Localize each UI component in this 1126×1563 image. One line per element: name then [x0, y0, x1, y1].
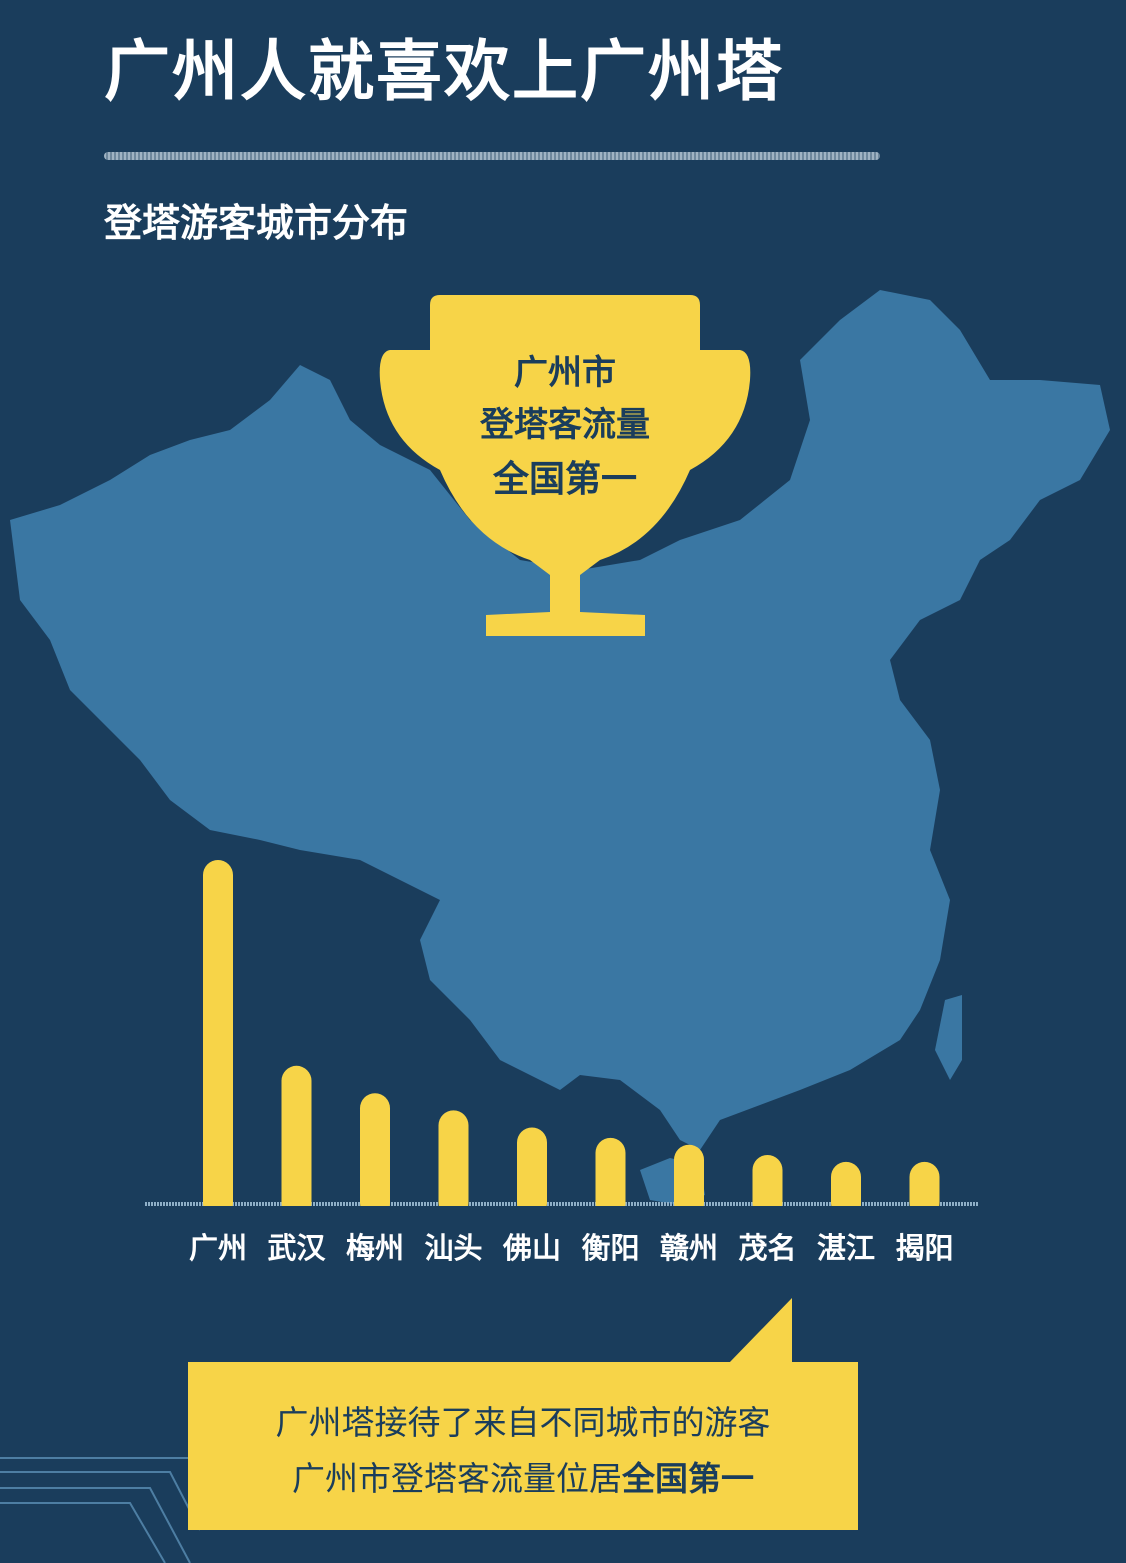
trophy-line-1: 广州市 [514, 353, 616, 393]
callout-line-1: 广州塔接待了来自不同城市的游客 [275, 1403, 771, 1442]
category-label: 武汉 [267, 1231, 326, 1265]
category-label: 湛江 [816, 1231, 875, 1265]
callout-tail [728, 1298, 792, 1364]
bar-2 [360, 1093, 390, 1218]
category-label: 赣州 [659, 1231, 718, 1265]
bar-6 [674, 1144, 704, 1218]
trophy-line-2: 登塔客流量 [480, 405, 650, 445]
taiwan-island [935, 995, 962, 1080]
callout-line-2-bold: 全国第一 [622, 1459, 754, 1498]
bar-5 [595, 1137, 626, 1218]
trophy-icon [379, 295, 751, 636]
category-label: 广州 [188, 1231, 247, 1265]
bar-7 [752, 1154, 783, 1218]
callout-box: 广州塔接待了来自不同城市的游客 广州市登塔客流量位居全国第一 [188, 1362, 858, 1530]
page-title: 广州人就喜欢上广州塔 [104, 33, 784, 110]
decorative-circuit-lines [0, 1457, 201, 1563]
trophy-line-3: 全国第一 [492, 459, 637, 500]
bar-1 [281, 1065, 312, 1218]
baseline-mask [140, 1206, 980, 1226]
bar-4 [517, 1127, 547, 1218]
bar-8 [831, 1161, 861, 1218]
category-label: 梅州 [345, 1231, 404, 1265]
category-label: 汕头 [424, 1231, 483, 1265]
china-map [10, 290, 1110, 1150]
callout-line-2: 广州市登塔客流量位居全国第一 [188, 1452, 858, 1500]
category-label: 衡阳 [581, 1231, 640, 1265]
bar-3 [438, 1110, 469, 1218]
category-label: 茂名 [738, 1231, 797, 1265]
bar-9 [909, 1161, 940, 1218]
category-label: 揭阳 [895, 1231, 954, 1265]
callout-line-2-text: 广州市登塔客流量位居 [292, 1459, 622, 1498]
divider [104, 152, 880, 160]
bar-0 [203, 860, 233, 1218]
category-label: 佛山 [502, 1231, 561, 1265]
chart-subtitle: 登塔游客城市分布 [104, 201, 409, 245]
